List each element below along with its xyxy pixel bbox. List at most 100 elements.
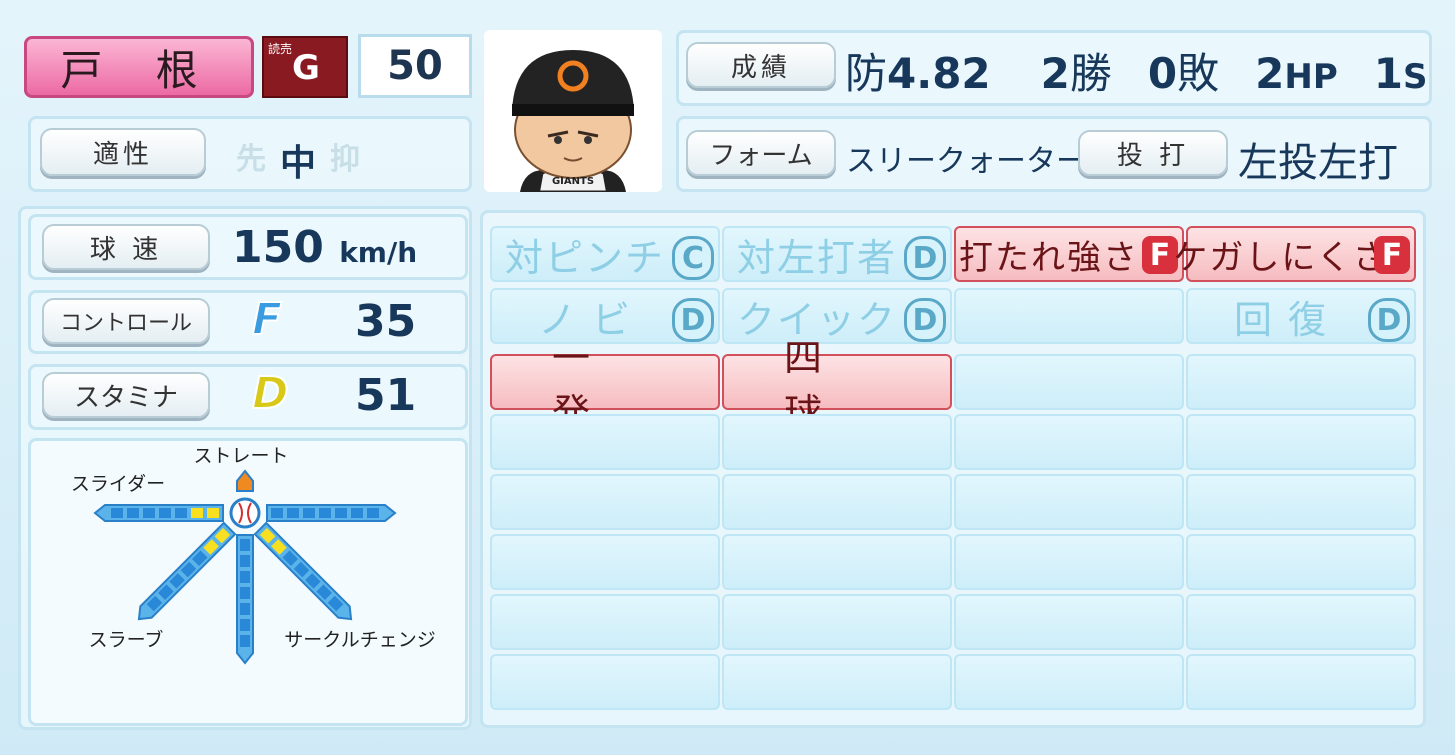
control-value: 35	[355, 296, 417, 347]
break-cell	[271, 508, 283, 518]
empty-cell	[954, 534, 1184, 590]
ability-grade: D	[672, 298, 714, 342]
stamina-value: 51	[355, 370, 417, 421]
handedness-label: 投 打	[1078, 130, 1228, 176]
ability-cell: ケガしにくさ F	[1173, 226, 1416, 282]
ability-name: 回 復	[1233, 297, 1329, 342]
empty-cell	[490, 474, 720, 530]
control-label: コントロール	[42, 298, 210, 344]
saves: 1	[1373, 49, 1403, 98]
positions: 先中抑	[236, 134, 360, 186]
losses: 0	[1147, 49, 1178, 98]
empty-cell	[490, 654, 720, 710]
ability-cell: 打たれ強さ F	[954, 226, 1184, 282]
stamina-grade: D	[251, 367, 290, 420]
break-cell	[127, 508, 139, 518]
ball	[229, 497, 261, 529]
break-cell	[240, 571, 250, 583]
wins: 2	[1040, 49, 1070, 98]
break-cell	[319, 508, 331, 518]
break-cell	[335, 508, 347, 518]
ball-seam	[238, 502, 252, 524]
break-cell	[282, 550, 299, 567]
ability-cell: 対左打者 D	[722, 226, 952, 282]
pitch-bar	[93, 504, 224, 522]
empty-cell	[954, 474, 1184, 530]
empty-cell	[722, 594, 952, 650]
era: 4.82	[887, 49, 991, 98]
break-cell	[240, 555, 250, 567]
number-plate: 50	[358, 34, 472, 98]
handedness-value: 左投左打	[1238, 140, 1398, 186]
empty-cell	[722, 654, 952, 710]
empty-cell	[1186, 414, 1416, 470]
team-mark: G	[292, 48, 320, 88]
player-name: 戸 根	[60, 45, 218, 95]
empty-cell	[490, 594, 720, 650]
break-cell	[159, 508, 171, 518]
ability-grade: C	[672, 236, 714, 280]
break-cell-filled	[271, 539, 287, 555]
break-cell-filled	[207, 508, 219, 518]
holds: 2	[1255, 49, 1285, 98]
player-number: 50	[387, 43, 443, 89]
empty-cell	[1186, 594, 1416, 650]
empty-cell	[1186, 474, 1416, 530]
velocity-value: 150	[232, 222, 324, 273]
ability-name: クイック	[736, 297, 897, 342]
break-cell	[111, 508, 123, 518]
ability-name: 打たれ強さ	[959, 237, 1139, 278]
form-label: フォーム	[686, 130, 836, 176]
break-cell	[180, 561, 197, 578]
pitch-name: スラーブ	[89, 628, 164, 651]
empty-cell	[954, 594, 1184, 650]
break-cell-filled	[259, 527, 276, 544]
ability-name: 対ピンチ	[504, 235, 665, 280]
break-cell	[191, 550, 208, 567]
empty-cell	[490, 414, 720, 470]
ability-grade: F	[1374, 236, 1410, 274]
pitch-bar	[137, 521, 237, 621]
empty-cell	[1186, 534, 1416, 590]
empty-cell	[722, 534, 952, 590]
empty-cell	[722, 474, 952, 530]
ability-name: ノ ビ	[537, 297, 633, 342]
control-grade: F	[251, 293, 283, 346]
break-cell	[240, 587, 250, 599]
break-cell	[175, 508, 187, 518]
losses-unit: 敗	[1177, 49, 1220, 98]
break-cell	[316, 584, 332, 600]
empty-cell	[954, 654, 1184, 710]
break-cell	[158, 584, 174, 600]
break-cell-filled	[214, 527, 231, 544]
position: 抑	[330, 142, 361, 177]
break-cell	[305, 573, 321, 589]
saves-unit: S	[1403, 57, 1428, 97]
name-plate: 戸 根	[24, 36, 254, 98]
ability-grade: D	[1368, 298, 1410, 342]
break-cell	[303, 508, 315, 518]
pitch-bar	[266, 504, 397, 522]
pitch-bar	[253, 521, 353, 621]
portrait: GIANTS	[484, 30, 662, 192]
ability-name: ケガしにくさ	[1173, 237, 1389, 278]
empty-cell	[954, 414, 1184, 470]
break-cell	[240, 619, 250, 631]
ability-cell: 一 発	[490, 336, 720, 435]
break-cell	[287, 508, 299, 518]
velocity-unit: km/h	[339, 236, 418, 269]
era-label: 防	[845, 49, 888, 98]
break-cell	[327, 595, 344, 612]
stamina-label: スタミナ	[42, 372, 210, 418]
ability-grade: F	[1142, 236, 1178, 274]
ability-cell: 四 球	[722, 336, 952, 435]
team-small: 読売	[268, 42, 293, 56]
break-cell	[146, 595, 163, 612]
empty-cell	[490, 534, 720, 590]
pitch-bar	[236, 534, 254, 665]
